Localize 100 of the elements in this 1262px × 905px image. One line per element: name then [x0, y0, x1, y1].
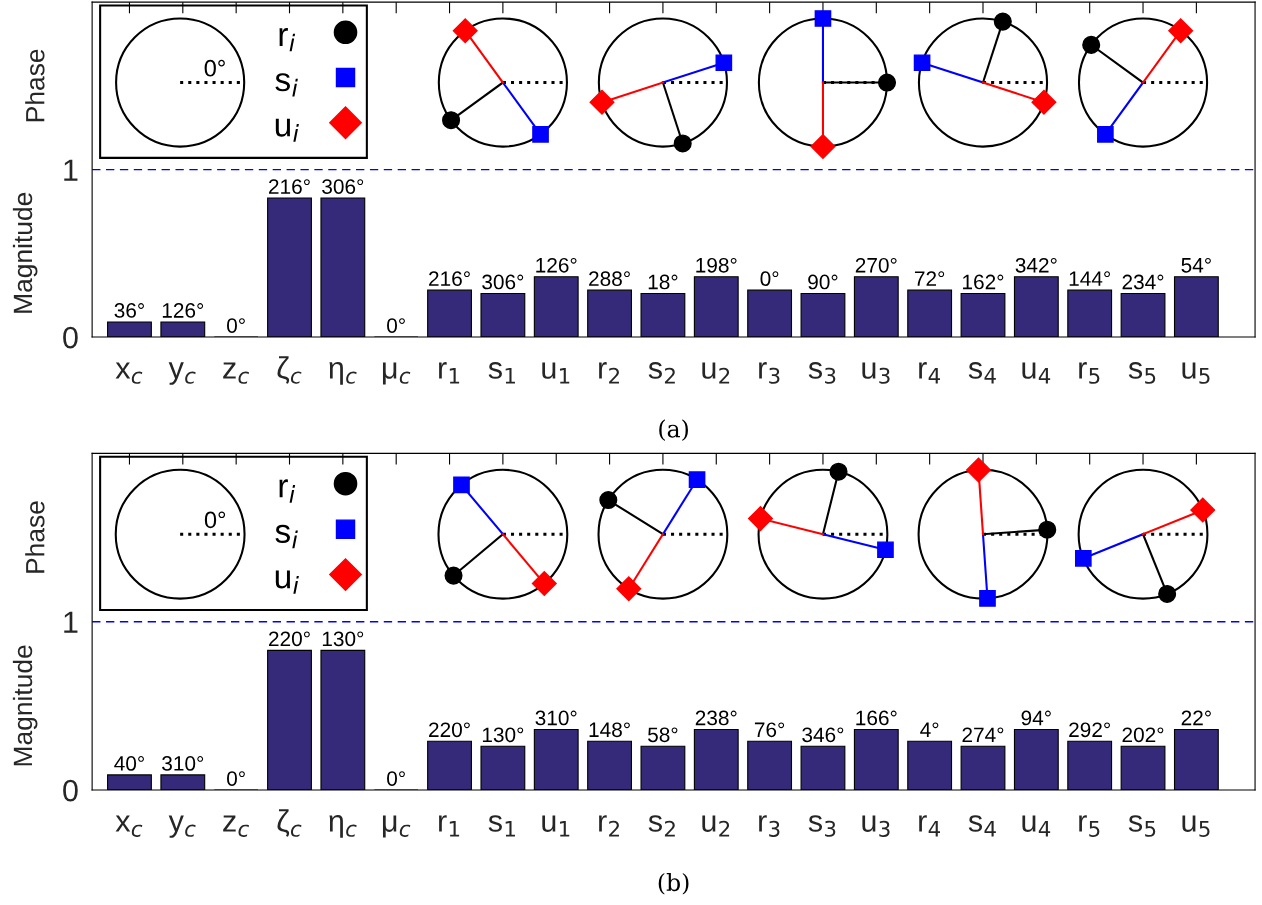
- x-tick-label: z$_{c}$: [223, 362, 249, 384]
- y-axis-title: Magnitude: [12, 192, 38, 313]
- text: (b): [658, 872, 689, 895]
- annotation: s$_{i}$: [275, 524, 298, 549]
- x-tick-label: u$_{2}$: [702, 362, 730, 384]
- annotation: 342°: [1015, 257, 1057, 273]
- annotation: 144°: [1069, 271, 1110, 286]
- x-tick-label: s$_{2}$: [648, 815, 675, 837]
- annotation: 292°: [1069, 722, 1110, 738]
- annotation: 270°: [855, 257, 897, 273]
- annotation: 130°: [322, 631, 364, 647]
- annotation: 148°: [589, 722, 630, 738]
- x-tick-label: r$_{5}$: [1079, 362, 1100, 384]
- annotation: 198°: [696, 257, 737, 273]
- annotation: 238°: [695, 710, 737, 726]
- annotation: 72°: [914, 271, 945, 286]
- annotation: u$_{i}$: [275, 570, 299, 594]
- x-tick-label: s$_{3}$: [808, 362, 836, 384]
- annotation: 306°: [482, 274, 524, 290]
- annotation: 0°: [227, 771, 245, 786]
- x-tick-label: η$_{c}$: [329, 815, 357, 838]
- x-tick-label: r$_{1}$: [439, 815, 460, 837]
- x-tick-label: r$_{2}$: [599, 815, 619, 837]
- annotation: 76°: [754, 722, 785, 738]
- annotation: 40°: [114, 756, 144, 771]
- text: Phase: [25, 49, 45, 122]
- x-tick-label: s$_{5}$: [1128, 362, 1156, 384]
- annotation: 0°: [387, 318, 405, 333]
- annotation: 0°: [760, 271, 779, 287]
- annotation: 130°: [482, 727, 524, 743]
- annotation: 346°: [802, 727, 844, 743]
- x-tick-label: u$_{3}$: [862, 362, 890, 384]
- x-tick-label: s$_{4}$: [968, 362, 996, 384]
- x-tick-label: s$_{1}$: [488, 362, 515, 384]
- x-tick-label: x$_{c}$: [115, 362, 143, 384]
- annotation: 162°: [963, 274, 1004, 290]
- annotation: 18°: [648, 274, 678, 290]
- annotation: 310°: [535, 710, 577, 726]
- annotation: 4°: [920, 722, 939, 737]
- text: Phase: [25, 501, 45, 573]
- annotation: 202°: [1122, 727, 1164, 743]
- annotation: 0°: [204, 59, 225, 77]
- annotation: 0°: [387, 771, 405, 786]
- annotation: 220°: [269, 631, 310, 647]
- x-tick-label: r$_{4}$: [919, 815, 940, 837]
- annotation: 36°: [114, 303, 144, 318]
- annotation: 166°: [856, 710, 897, 726]
- x-tick-label: u$_{5}$: [1182, 815, 1210, 837]
- annotation: 216°: [269, 179, 310, 194]
- x-tick-label: r$_{4}$: [919, 362, 940, 384]
- text: (a): [659, 419, 688, 441]
- x-tick-label: r$_{1}$: [439, 362, 460, 384]
- x-tick-label: r$_{5}$: [1079, 815, 1100, 837]
- annotation: 306°: [322, 179, 364, 194]
- x-tick-label: s$_{4}$: [968, 815, 996, 837]
- x-tick-label: r$_{2}$: [599, 362, 619, 384]
- y-tick-label: 1: [64, 611, 78, 633]
- x-tick-label: s$_{3}$: [808, 815, 836, 837]
- x-tick-label: u$_{4}$: [1022, 815, 1051, 837]
- x-tick-label: r$_{3}$: [759, 362, 780, 384]
- annotation: 216°: [429, 271, 470, 287]
- x-tick-label: s$_{2}$: [648, 362, 675, 384]
- annotation: 0°: [227, 318, 245, 333]
- x-tick-label: ζ$_{c}$: [277, 809, 302, 837]
- annotation: 126°: [162, 303, 204, 318]
- x-tick-label: z$_{c}$: [223, 815, 249, 837]
- annotation: 90°: [808, 274, 838, 290]
- annotation: 220°: [429, 722, 470, 738]
- y-tick-label: 0: [63, 779, 78, 802]
- x-tick-label: μ$_{c}$: [382, 815, 411, 838]
- annotation: 94°: [1021, 710, 1051, 726]
- annotation: 274°: [962, 727, 1004, 742]
- x-tick-label: s$_{5}$: [1128, 815, 1156, 837]
- y-axis-title: Magnitude: [12, 645, 38, 766]
- annotation: 126°: [536, 257, 577, 273]
- x-tick-label: η$_{c}$: [329, 362, 357, 385]
- annotation: 54°: [1181, 257, 1211, 273]
- annotation: r$_{i}$: [279, 27, 296, 52]
- x-tick-label: μ$_{c}$: [382, 362, 411, 385]
- x-tick-label: y$_{c}$: [168, 362, 196, 385]
- x-tick-label: r$_{3}$: [759, 815, 780, 837]
- x-tick-label: u$_{3}$: [862, 815, 890, 837]
- x-tick-label: u$_{2}$: [702, 815, 730, 837]
- annotation: 58°: [648, 727, 678, 743]
- x-tick-label: u$_{4}$: [1022, 362, 1051, 384]
- annotation: s$_{i}$: [275, 73, 298, 97]
- x-tick-label: u$_{1}$: [542, 815, 570, 837]
- x-tick-label: y$_{c}$: [168, 815, 196, 838]
- y-tick-label: 1: [64, 159, 78, 181]
- x-tick-label: u$_{5}$: [1182, 362, 1210, 384]
- x-tick-label: s$_{1}$: [488, 815, 515, 837]
- x-tick-label: ζ$_{c}$: [277, 356, 302, 384]
- x-tick-label: x$_{c}$: [115, 815, 143, 837]
- annotation: 234°: [1122, 274, 1164, 290]
- annotation: 0°: [204, 511, 226, 529]
- x-tick-label: u$_{1}$: [542, 362, 570, 384]
- y-tick-label: 0: [63, 326, 78, 349]
- annotation: 288°: [589, 271, 630, 287]
- annotation: 22°: [1181, 710, 1211, 726]
- annotation: u$_{i}$: [275, 118, 299, 142]
